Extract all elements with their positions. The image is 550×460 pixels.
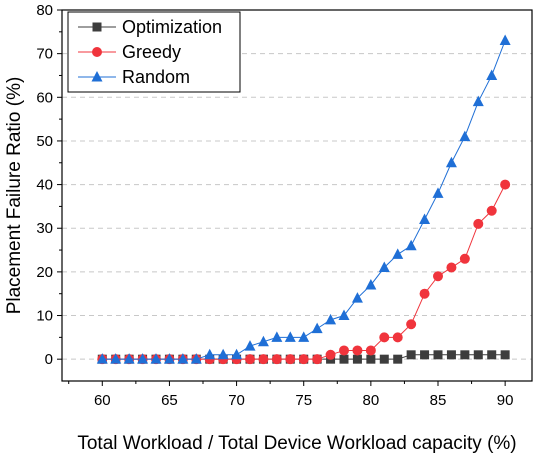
data-point-random xyxy=(177,353,189,364)
data-point-random xyxy=(311,322,323,334)
data-point-optimization xyxy=(406,350,416,360)
x-tick-label: 75 xyxy=(295,392,312,409)
data-point-random xyxy=(459,130,471,142)
data-point-random xyxy=(284,331,296,342)
y-tick-label: 80 xyxy=(36,2,53,19)
y-tick-label: 10 xyxy=(36,308,53,325)
data-point-optimization xyxy=(379,354,389,364)
data-point-random xyxy=(445,156,457,168)
legend-marker-greedy xyxy=(92,47,102,57)
y-tick-label: 60 xyxy=(36,89,53,106)
data-point-greedy xyxy=(419,288,430,299)
data-point-random xyxy=(338,309,350,321)
data-point-random xyxy=(298,331,310,342)
x-tick-label: 85 xyxy=(430,392,447,409)
data-point-greedy xyxy=(406,319,417,330)
data-point-greedy xyxy=(271,354,282,365)
y-tick-label: 20 xyxy=(36,264,53,281)
data-point-random xyxy=(378,261,390,273)
data-point-optimization xyxy=(420,350,430,360)
data-point-random xyxy=(499,34,511,46)
data-point-random xyxy=(432,187,444,198)
legend-item-random: Random xyxy=(78,67,190,87)
legend-marker-random xyxy=(91,71,103,82)
data-point-random xyxy=(392,248,404,259)
x-axis: 60 65 70 75 80 85 90 xyxy=(68,381,514,409)
data-point-random xyxy=(351,292,363,303)
data-point-random xyxy=(257,335,269,347)
data-point-greedy xyxy=(365,345,376,356)
x-tick-label: 90 xyxy=(497,392,514,409)
data-point-random xyxy=(419,213,431,225)
data-point-greedy xyxy=(473,218,484,229)
y-tick-label: 30 xyxy=(36,220,53,237)
data-point-greedy xyxy=(339,345,349,356)
legend-marker-optimization xyxy=(92,22,102,32)
legend-item-optimization: Optimization xyxy=(78,17,222,37)
data-point-random xyxy=(405,239,417,251)
legend-label-greedy: Greedy xyxy=(122,42,181,62)
data-point-greedy xyxy=(459,253,470,264)
data-point-optimization xyxy=(352,354,362,364)
data-point-random xyxy=(271,331,283,342)
data-point-random xyxy=(204,348,216,360)
data-point-random xyxy=(137,353,149,364)
legend-label-random: Random xyxy=(122,67,190,87)
data-point-optimization xyxy=(366,354,376,364)
data-point-optimization xyxy=(433,350,443,360)
data-point-greedy xyxy=(285,354,296,365)
data-point-random xyxy=(472,95,484,107)
data-point-optimization xyxy=(500,350,510,360)
data-point-greedy xyxy=(312,354,323,365)
data-point-greedy xyxy=(245,354,255,365)
plot-frame xyxy=(61,9,533,382)
data-point-random xyxy=(96,353,108,364)
x-tick-label: 80 xyxy=(363,392,380,409)
data-point-greedy xyxy=(258,354,269,365)
data-point-optimization xyxy=(487,350,497,360)
legend-item-greedy: Greedy xyxy=(78,42,181,62)
data-point-random xyxy=(486,69,498,80)
y-tick-label: 50 xyxy=(36,133,53,150)
data-point-random xyxy=(325,313,337,325)
data-point-optimization xyxy=(446,350,456,360)
legend-label-optimization: Optimization xyxy=(122,17,222,37)
data-point-optimization xyxy=(393,354,403,364)
x-tick-label: 70 xyxy=(228,392,245,409)
x-tick-label: 65 xyxy=(161,392,178,409)
data-point-greedy xyxy=(446,262,457,273)
data-point-greedy xyxy=(500,179,511,190)
data-point-random xyxy=(150,353,162,364)
x-tick-label: 60 xyxy=(94,392,111,409)
data-point-random xyxy=(217,348,229,360)
data-point-optimization xyxy=(460,350,470,360)
data-point-random xyxy=(365,278,377,290)
data-point-greedy xyxy=(352,345,363,356)
series-random xyxy=(96,34,511,364)
series-layer xyxy=(96,34,511,365)
gridlines xyxy=(62,53,532,360)
y-axis-title: Placement Failure Ratio (%) xyxy=(4,77,25,315)
data-point-greedy xyxy=(298,354,309,365)
data-point-random xyxy=(231,348,243,360)
data-point-greedy xyxy=(486,205,497,216)
data-point-random xyxy=(244,340,256,351)
data-point-optimization xyxy=(339,354,349,364)
y-axis: 0 10 20 30 40 50 60 70 80 xyxy=(36,2,62,368)
x-axis-title: Total Workload / Total Device Workload c… xyxy=(77,433,516,454)
data-point-optimization xyxy=(473,350,483,360)
data-point-random xyxy=(123,353,135,364)
legend: Optimization Greedy Random xyxy=(67,11,241,93)
y-tick-label: 0 xyxy=(45,351,53,368)
data-point-random xyxy=(190,353,202,364)
y-tick-label: 40 xyxy=(36,177,53,194)
data-point-greedy xyxy=(325,349,336,360)
y-tick-label: 70 xyxy=(36,46,53,63)
data-point-random xyxy=(110,353,122,364)
data-point-random xyxy=(163,353,175,364)
data-point-greedy xyxy=(379,332,390,343)
data-point-greedy xyxy=(433,271,443,282)
data-point-greedy xyxy=(392,332,403,343)
